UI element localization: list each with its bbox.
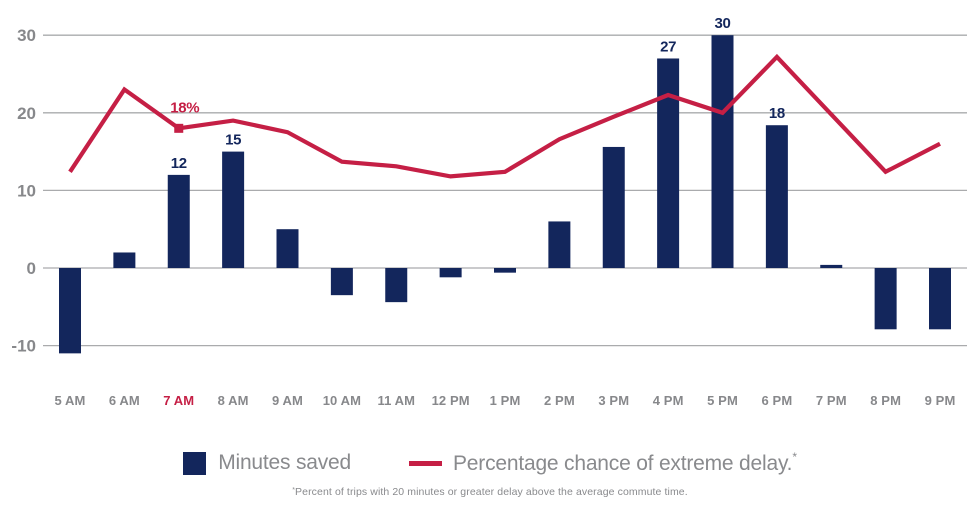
minutes-saved-bar xyxy=(59,268,81,354)
x-axis-tick-label: 1 PM xyxy=(490,393,521,408)
chart-legend: Minutes saved Percentage chance of extre… xyxy=(0,450,980,476)
y-axis-tick-label: -10 xyxy=(11,337,36,356)
x-axis-tick-label: 3 PM xyxy=(598,393,629,408)
minutes-saved-bar xyxy=(874,268,897,330)
minutes-saved-bar xyxy=(711,35,734,269)
footnote-asterisk: * xyxy=(292,487,296,494)
minutes-saved-bar xyxy=(929,268,951,330)
minutes-saved-bar xyxy=(330,268,353,296)
minutes-saved-bar xyxy=(602,146,625,268)
y-axis-tick-label: 20 xyxy=(17,104,36,123)
x-axis-tick-label: 6 AM xyxy=(109,393,140,408)
legend-asterisk: * xyxy=(792,450,797,464)
x-axis-tick-label: 2 PM xyxy=(544,393,575,408)
minutes-saved-bar xyxy=(439,268,462,278)
bar-value-label: 12 xyxy=(171,155,187,172)
x-axis-tick-label: 7 PM xyxy=(816,393,847,408)
x-axis-tick-label: 8 PM xyxy=(870,393,901,408)
bar-value-label: 15 xyxy=(225,132,241,149)
line-point-label: 18% xyxy=(170,99,199,116)
minutes-saved-bar xyxy=(276,229,299,268)
y-axis-tick-label: 0 xyxy=(27,259,36,278)
legend-item-extreme-delay: Percentage chance of extreme delay.* xyxy=(409,450,797,476)
minutes-saved-bar xyxy=(820,264,843,268)
bar-value-label: 27 xyxy=(660,38,676,55)
bar-series-swatch-icon xyxy=(183,451,207,475)
minutes-saved-bar xyxy=(548,221,571,268)
x-axis-tick-label: 7 AM xyxy=(163,393,194,408)
x-axis-tick-label: 5 AM xyxy=(55,393,86,408)
extreme-delay-line xyxy=(68,53,941,179)
legend-label-extreme-delay: Percentage chance of extreme delay.* xyxy=(453,450,797,475)
minutes-saved-bar xyxy=(113,252,136,268)
minutes-saved-bar xyxy=(167,174,190,268)
x-axis-tick-label: 11 AM xyxy=(377,393,415,408)
x-axis-tick-label: 12 PM xyxy=(432,393,470,408)
minutes-saved-bar xyxy=(385,268,408,303)
bar-value-label: 18 xyxy=(769,105,785,122)
y-axis-tick-label: 10 xyxy=(17,181,36,200)
x-axis-tick-label: 9 PM xyxy=(925,393,956,408)
minutes-saved-bar xyxy=(494,268,516,273)
x-axis-tick-label: 5 PM xyxy=(707,393,738,408)
minutes-saved-bar xyxy=(222,151,245,268)
minutes-saved-bar xyxy=(657,58,680,269)
x-axis-tick-label: 8 AM xyxy=(218,393,249,408)
line-series-swatch-icon xyxy=(409,460,442,466)
x-axis-tick-label: 6 PM xyxy=(762,393,793,408)
y-axis-tick-label: 30 xyxy=(17,26,36,45)
chart-canvas: 30 20 10 0 -10 18% 12 15 27 30 18 5 AM 6 AM 7 AM 8 AM 9… xyxy=(11,15,967,408)
x-axis-tick-label: 9 AM xyxy=(272,393,303,408)
minutes-saved-bar xyxy=(765,125,788,268)
x-axis-tick-label: 10 AM xyxy=(323,393,361,408)
legend-item-minutes-saved: Minutes saved xyxy=(183,451,351,475)
bar-value-label: 30 xyxy=(714,15,730,32)
x-axis-tick-label: 4 PM xyxy=(653,393,684,408)
line-point-marker xyxy=(174,123,184,133)
chart-footnote: *Percent of trips with 20 minutes or gre… xyxy=(292,486,688,498)
legend-label-minutes-saved: Minutes saved xyxy=(218,451,351,474)
